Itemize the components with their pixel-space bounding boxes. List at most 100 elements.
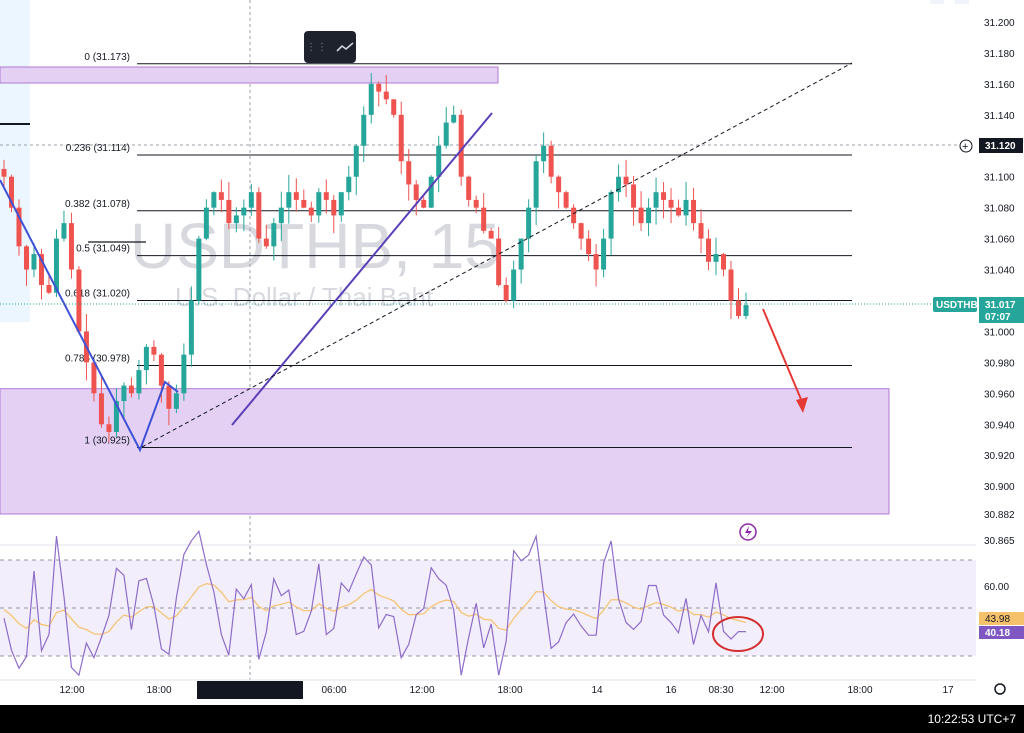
price-tick-label: 31.040 [984, 266, 1015, 277]
time-tick-label: 17 [942, 685, 954, 696]
fib-level-label: 0.5 (31.049) [76, 244, 130, 255]
candle-body [218, 192, 224, 200]
candle-body [323, 192, 329, 200]
time-tick-label: 12:00 [59, 685, 84, 696]
price-tick-label: 30.980 [984, 358, 1015, 369]
crosshair-time-badge [197, 681, 303, 699]
candle-body [638, 207, 644, 224]
candle-body [691, 199, 697, 224]
price-tick-label: 31.200 [984, 18, 1015, 29]
candle-body [203, 207, 209, 239]
price-tick-label: 31.180 [984, 49, 1015, 60]
candle-body [286, 192, 292, 208]
candle-body [106, 424, 112, 432]
candle-body [361, 114, 367, 146]
candle-body [653, 192, 659, 208]
time-tick-label: 12:00 [409, 685, 434, 696]
price-axis-labels: 31.200 31.180 31.160 31.140 31.120 31.100 31.0… [984, 18, 1015, 547]
candle-body [466, 176, 472, 200]
candle-body [698, 223, 704, 239]
rsi-ma-badge [979, 612, 1024, 625]
candle-body [271, 223, 277, 247]
status-bar: 10:22:53 UTC+7 [0, 705, 1024, 733]
add-alert-icon[interactable] [959, 139, 973, 153]
candle-body [8, 176, 14, 208]
candle-body [143, 346, 149, 371]
candle-body [211, 192, 217, 208]
candle-body [728, 269, 734, 301]
time-tick-label: 18:00 [847, 685, 872, 696]
fib-level-label: 0.236 (31.114) [66, 143, 130, 154]
price-tick-label: 31.160 [984, 80, 1015, 91]
candle-body [676, 207, 682, 216]
floating-toolbar[interactable]: ⋮⋮ [304, 31, 356, 63]
candlestick-series [1, 72, 749, 443]
clock-label: 10:22:53 UTC+7 [927, 712, 1016, 726]
candle-body [181, 354, 187, 394]
candle-body [248, 192, 254, 208]
price-tick-label: 30.900 [984, 482, 1015, 493]
rsi-ma-value: 43.98 [985, 614, 1010, 625]
last-price-badge [979, 297, 1024, 323]
time-tick-label: 12:00 [759, 685, 784, 696]
candle-body [226, 199, 232, 224]
candle-body [683, 199, 689, 216]
candle-body [293, 192, 299, 200]
candle-body [1, 168, 7, 177]
candle-body [631, 184, 637, 208]
lightning-icon[interactable] [739, 523, 757, 541]
pane-control-icon-2[interactable] [955, 0, 969, 4]
candle-body [706, 238, 712, 262]
candle-body [428, 176, 434, 208]
crosshair-price-label: 31.120 [985, 141, 1016, 152]
symbol-watermark: USDTHB, 15 [130, 210, 500, 282]
candle-body [451, 114, 457, 123]
candle-body [623, 176, 629, 185]
price-tick-label: 31.080 [984, 204, 1015, 215]
price-tick-label: 30.865 [984, 536, 1015, 547]
candle-body [76, 269, 82, 332]
candle-body [338, 192, 344, 216]
candle-body [586, 238, 592, 255]
candle-body [278, 207, 284, 224]
candle-body [661, 192, 667, 200]
pane-control-icon[interactable] [930, 0, 944, 4]
candle-body [518, 238, 524, 270]
description-watermark: U.S. Dollar / Thai Baht [175, 282, 434, 312]
candle-body [526, 207, 532, 239]
candle-body [136, 370, 142, 394]
candle-body [113, 401, 119, 432]
candle-body [256, 192, 262, 239]
candle-body [736, 300, 742, 316]
candle-body [571, 207, 577, 224]
resistance-zone[interactable] [0, 66, 499, 84]
price-axis[interactable] [976, 0, 1024, 680]
projection-arrow-line[interactable] [762, 308, 804, 405]
candle-body [263, 238, 269, 247]
trend-line[interactable] [231, 112, 493, 426]
candle-body [98, 393, 104, 425]
candle-body [151, 346, 157, 355]
zigzag-drawing[interactable] [0, 179, 179, 453]
candle-body [31, 254, 37, 270]
time-tick-label: 08:30 [708, 685, 733, 696]
rsi-highlight-circle[interactable] [712, 616, 764, 652]
candle-body [128, 385, 134, 394]
fib-level-label: 0.786 (30.978) [65, 353, 130, 364]
chart-canvas[interactable]: USDTHB, 15 U.S. Dollar / Thai Baht 0 (31… [0, 0, 1024, 705]
candle-body [346, 176, 352, 193]
candle-body [241, 207, 247, 216]
fibonacci-retracement[interactable]: 0 (31.173) 0.236 (31.114) 0.382 (31.078) 0.… [65, 52, 852, 448]
candle-body [473, 199, 479, 208]
rsi-axis-label: 60.00 [984, 582, 1009, 593]
candle-body [511, 269, 517, 301]
candle-body [308, 207, 314, 216]
trend-line-icon[interactable] [336, 41, 354, 53]
settings-gear-icon[interactable] [994, 683, 1006, 695]
grip-dots-icon[interactable]: ⋮⋮ [306, 41, 328, 53]
candle-body [608, 192, 614, 239]
support-zone[interactable] [0, 388, 890, 515]
candle-body [121, 385, 127, 402]
time-tick-label: 18:00 [497, 685, 522, 696]
dashed-trend-line[interactable] [141, 62, 853, 448]
